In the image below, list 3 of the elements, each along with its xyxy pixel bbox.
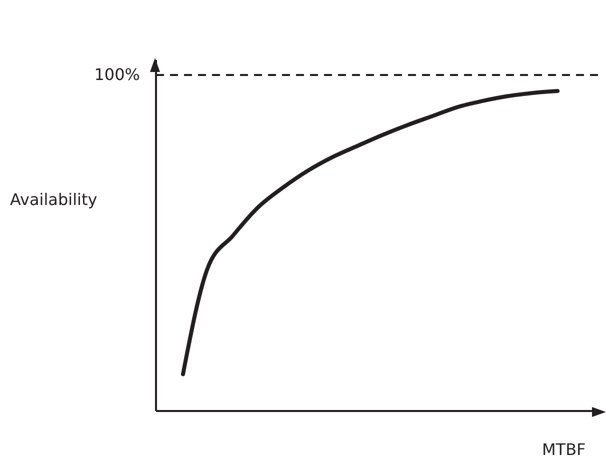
x-axis-title: MTBF bbox=[542, 440, 586, 459]
text: 100% bbox=[94, 65, 140, 84]
y-axis-title: Availability bbox=[10, 190, 98, 209]
